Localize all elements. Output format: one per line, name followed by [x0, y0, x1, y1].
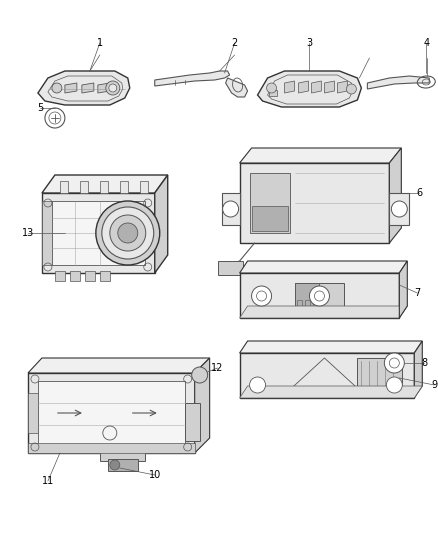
Text: 10: 10 [148, 470, 161, 480]
Polygon shape [240, 341, 422, 353]
Polygon shape [194, 358, 210, 453]
Polygon shape [240, 261, 407, 273]
Text: 9: 9 [431, 380, 437, 390]
Circle shape [346, 84, 357, 94]
Bar [120, 181, 128, 193]
Bar [251, 206, 287, 231]
Polygon shape [98, 83, 110, 93]
Text: 1: 1 [97, 38, 103, 48]
Polygon shape [28, 443, 194, 453]
Polygon shape [42, 201, 52, 265]
Text: 8: 8 [421, 358, 427, 368]
Bar [250, 173, 290, 233]
Polygon shape [38, 381, 185, 445]
Bar [218, 261, 243, 275]
Circle shape [223, 201, 239, 217]
Polygon shape [389, 148, 401, 243]
Polygon shape [240, 306, 407, 318]
Circle shape [310, 286, 329, 306]
Polygon shape [240, 273, 399, 318]
Text: 5: 5 [37, 103, 43, 113]
Polygon shape [298, 81, 308, 93]
Bar [120, 229, 136, 237]
Bar [294, 283, 319, 313]
Circle shape [391, 201, 407, 217]
Bar [108, 459, 138, 471]
Circle shape [192, 367, 208, 383]
Bar [297, 300, 303, 310]
Bar [100, 271, 110, 281]
Polygon shape [240, 148, 401, 163]
Text: 11: 11 [42, 476, 54, 486]
Polygon shape [38, 71, 130, 105]
Circle shape [110, 460, 120, 470]
Text: 12: 12 [212, 363, 224, 373]
Polygon shape [285, 81, 294, 93]
Circle shape [118, 223, 138, 243]
Bar [140, 181, 148, 193]
Polygon shape [42, 175, 168, 193]
Circle shape [385, 353, 404, 373]
Bar [357, 358, 403, 393]
Circle shape [267, 83, 276, 93]
Polygon shape [414, 341, 422, 398]
Bar [268, 90, 276, 96]
Polygon shape [222, 193, 240, 225]
Circle shape [250, 377, 265, 393]
Polygon shape [28, 393, 38, 433]
Bar [85, 271, 95, 281]
Polygon shape [367, 76, 429, 89]
Circle shape [102, 207, 154, 259]
Polygon shape [311, 81, 321, 93]
Polygon shape [155, 71, 230, 86]
Text: 3: 3 [307, 38, 313, 48]
Polygon shape [42, 193, 155, 273]
Text: 4: 4 [423, 38, 429, 48]
Circle shape [52, 83, 62, 93]
Bar [305, 300, 311, 310]
Polygon shape [240, 386, 422, 398]
Bar [100, 181, 108, 193]
Circle shape [96, 201, 160, 265]
Polygon shape [185, 403, 200, 441]
Polygon shape [226, 78, 247, 97]
Polygon shape [100, 451, 145, 461]
Polygon shape [337, 81, 347, 93]
Polygon shape [258, 71, 361, 107]
Bar [60, 181, 68, 193]
Text: 13: 13 [22, 228, 34, 238]
Polygon shape [389, 193, 409, 225]
Circle shape [386, 377, 403, 393]
Bar [80, 181, 88, 193]
Polygon shape [28, 358, 210, 373]
Circle shape [110, 215, 146, 251]
Polygon shape [240, 353, 414, 398]
Bar [294, 283, 344, 313]
Bar [55, 271, 65, 281]
Polygon shape [399, 261, 407, 318]
Bar [314, 300, 318, 310]
Polygon shape [240, 163, 389, 243]
Circle shape [109, 84, 117, 92]
Bar [70, 271, 80, 281]
Polygon shape [82, 83, 94, 93]
Text: 2: 2 [231, 38, 238, 48]
Circle shape [106, 81, 120, 95]
Polygon shape [155, 175, 168, 273]
Polygon shape [65, 83, 77, 93]
Polygon shape [325, 81, 335, 93]
Text: 6: 6 [416, 188, 422, 198]
Text: 7: 7 [414, 288, 420, 298]
Polygon shape [52, 201, 145, 265]
Polygon shape [28, 373, 194, 453]
Circle shape [251, 286, 272, 306]
